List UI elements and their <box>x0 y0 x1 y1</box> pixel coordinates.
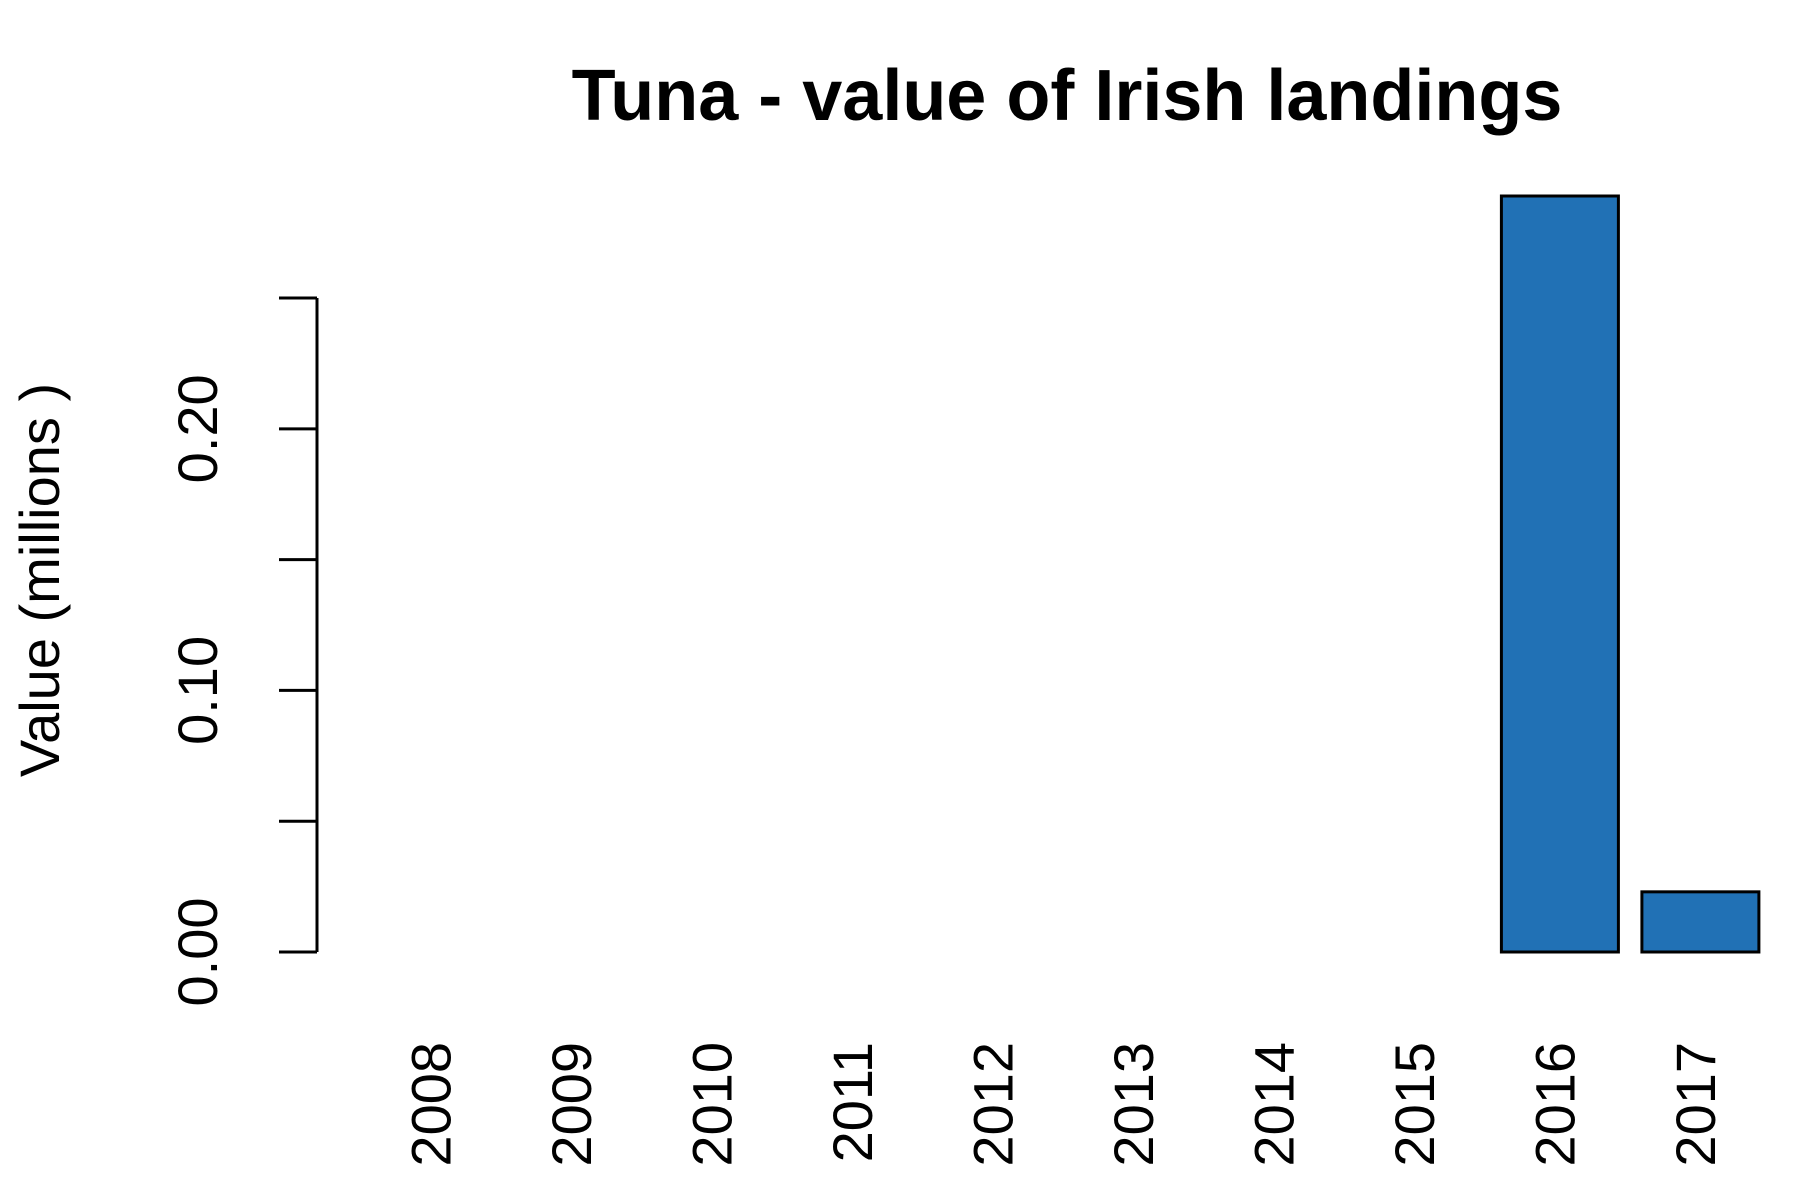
x-tick-label: 2012 <box>962 1042 1025 1167</box>
y-tick-label: 0.20 <box>166 374 229 483</box>
chart-title: Tuna - value of Irish landings <box>572 56 1563 136</box>
x-tick-label: 2016 <box>1524 1042 1587 1167</box>
y-axis-label: Value (millions ) <box>8 383 71 777</box>
x-tick-label: 2015 <box>1383 1042 1446 1167</box>
bar <box>1499 194 1620 954</box>
x-tick-label: 2008 <box>400 1042 463 1167</box>
bar <box>1640 890 1761 954</box>
x-tick-label: 2011 <box>821 1042 884 1162</box>
x-tick-label: 2014 <box>1243 1042 1306 1167</box>
x-tick-label: 2013 <box>1102 1042 1165 1167</box>
x-tick-label: 2010 <box>681 1042 744 1167</box>
y-tick-label: 0.00 <box>166 898 229 1007</box>
y-tick-label: 0.10 <box>166 636 229 745</box>
x-tick-label: 2017 <box>1664 1042 1727 1167</box>
x-tick-label: 2009 <box>540 1042 603 1167</box>
